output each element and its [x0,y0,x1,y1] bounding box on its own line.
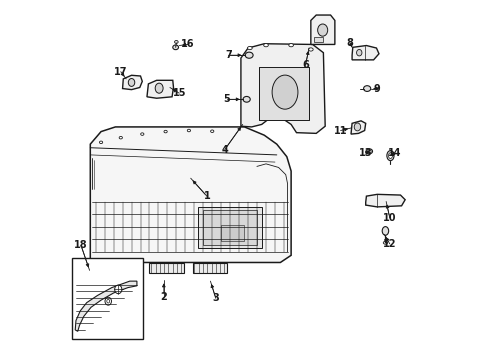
Polygon shape [122,75,142,90]
Text: 6: 6 [302,60,308,70]
Ellipse shape [288,44,293,47]
Ellipse shape [387,153,392,158]
Ellipse shape [172,45,178,50]
Ellipse shape [386,150,393,161]
Ellipse shape [115,285,122,294]
Polygon shape [75,281,137,331]
Text: 11: 11 [333,126,346,135]
Polygon shape [90,127,290,262]
Text: 1: 1 [203,191,210,201]
Ellipse shape [366,149,372,154]
Ellipse shape [363,86,370,91]
Ellipse shape [367,150,370,153]
Text: 12: 12 [382,239,396,249]
Ellipse shape [382,226,388,235]
Ellipse shape [210,130,213,132]
Ellipse shape [99,141,102,144]
Ellipse shape [356,49,361,56]
Text: 10: 10 [382,213,396,222]
Polygon shape [147,80,173,98]
Text: 16: 16 [181,40,194,49]
Text: 17: 17 [114,67,127,77]
Ellipse shape [271,75,297,109]
Ellipse shape [317,24,327,36]
Text: 5: 5 [223,94,229,104]
Ellipse shape [383,241,387,244]
Text: 13: 13 [358,148,372,158]
Ellipse shape [128,78,135,86]
Text: 2: 2 [160,292,167,302]
Bar [221,225,244,241]
Text: 3: 3 [212,293,219,303]
Text: 4: 4 [221,144,228,154]
Polygon shape [365,194,405,207]
Bar [198,207,262,248]
Ellipse shape [243,96,250,102]
Text: 7: 7 [224,50,231,60]
Ellipse shape [141,133,143,135]
Ellipse shape [263,44,268,47]
Bar [72,258,143,338]
Text: 8: 8 [346,38,353,48]
Ellipse shape [174,41,178,43]
Ellipse shape [163,130,167,133]
Bar [314,37,323,42]
Ellipse shape [155,83,163,93]
Bar [149,263,183,273]
Ellipse shape [308,48,312,51]
Polygon shape [310,15,334,44]
Text: 9: 9 [373,84,380,94]
Bar [258,67,308,120]
Bar [192,263,226,273]
Polygon shape [350,121,365,134]
Polygon shape [351,45,378,60]
Ellipse shape [119,136,122,139]
Text: 14: 14 [387,148,400,158]
Bar [203,211,257,244]
Ellipse shape [244,52,253,58]
Text: 15: 15 [172,88,185,98]
Polygon shape [241,44,325,134]
Ellipse shape [187,129,190,132]
Ellipse shape [247,46,252,50]
Text: 18: 18 [74,240,88,250]
Ellipse shape [353,123,360,131]
